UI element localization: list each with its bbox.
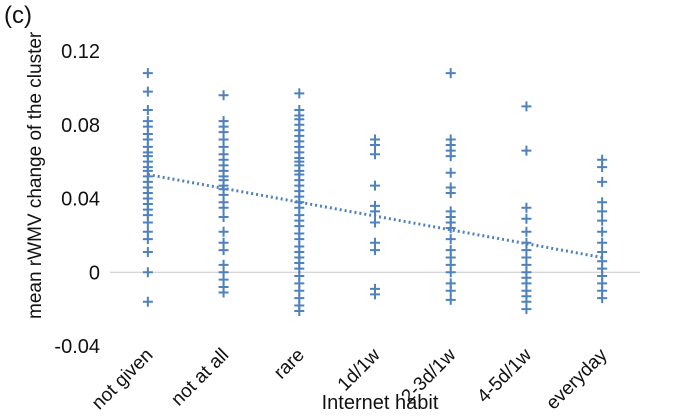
data-point [218,90,229,101]
data-point [445,223,456,233]
data-point [597,246,608,257]
y-tick-label: -0.04 [54,336,100,358]
data-point [597,215,608,226]
data-point [445,285,456,296]
y-tick-label: 0.08 [61,115,100,137]
data-point [218,211,229,222]
data-point [370,245,380,256]
data-point [445,267,456,278]
x-tick-label: 1d/1w [334,344,385,395]
data-point [445,167,456,178]
data-point [370,206,380,217]
data-point [142,217,153,228]
data-point [218,202,229,213]
data-point [521,226,532,237]
data-point [142,105,153,115]
data-point [597,237,608,248]
data-point [142,68,153,79]
data-point [370,289,380,300]
data-point [521,101,532,112]
x-tick-label: rare [270,345,309,384]
x-axis-label: Internet habit [321,392,439,414]
data-point [597,176,608,187]
data-point [142,234,153,245]
data-point [218,226,229,237]
data-point [218,245,229,256]
data-point [445,151,456,162]
panel-label: (c) [4,2,32,29]
data-point [294,88,305,99]
data-point [370,180,380,191]
data-point [597,226,608,237]
y-tick-label: 0.04 [61,189,100,211]
data-point [445,187,456,198]
x-tick-label: not at all [167,345,233,411]
y-tick-label: 0.12 [61,41,100,63]
data-point [521,304,532,315]
data-point [370,149,380,160]
data-point [521,213,532,224]
data-point [597,197,608,208]
data-point [142,267,153,278]
y-axis-label: mean rWMV change of the cluster [25,31,46,319]
data-point [521,202,532,213]
x-tick-label: everyday [542,344,612,414]
data-point [597,162,608,173]
data-point [370,140,380,151]
data-point [445,294,456,305]
data-points [142,68,608,316]
data-point [521,145,532,156]
data-point [142,296,153,307]
data-point [597,293,608,304]
data-point [142,86,153,97]
y-tick-labels: -0.04 0 0.04 0.08 0.12 [54,41,100,358]
data-point [370,217,380,228]
y-tick-label: 0 [89,262,100,284]
data-point [218,287,229,298]
data-point [445,68,456,79]
data-point [445,234,456,245]
data-point [294,305,305,316]
data-point [597,206,608,217]
data-point [142,246,153,257]
